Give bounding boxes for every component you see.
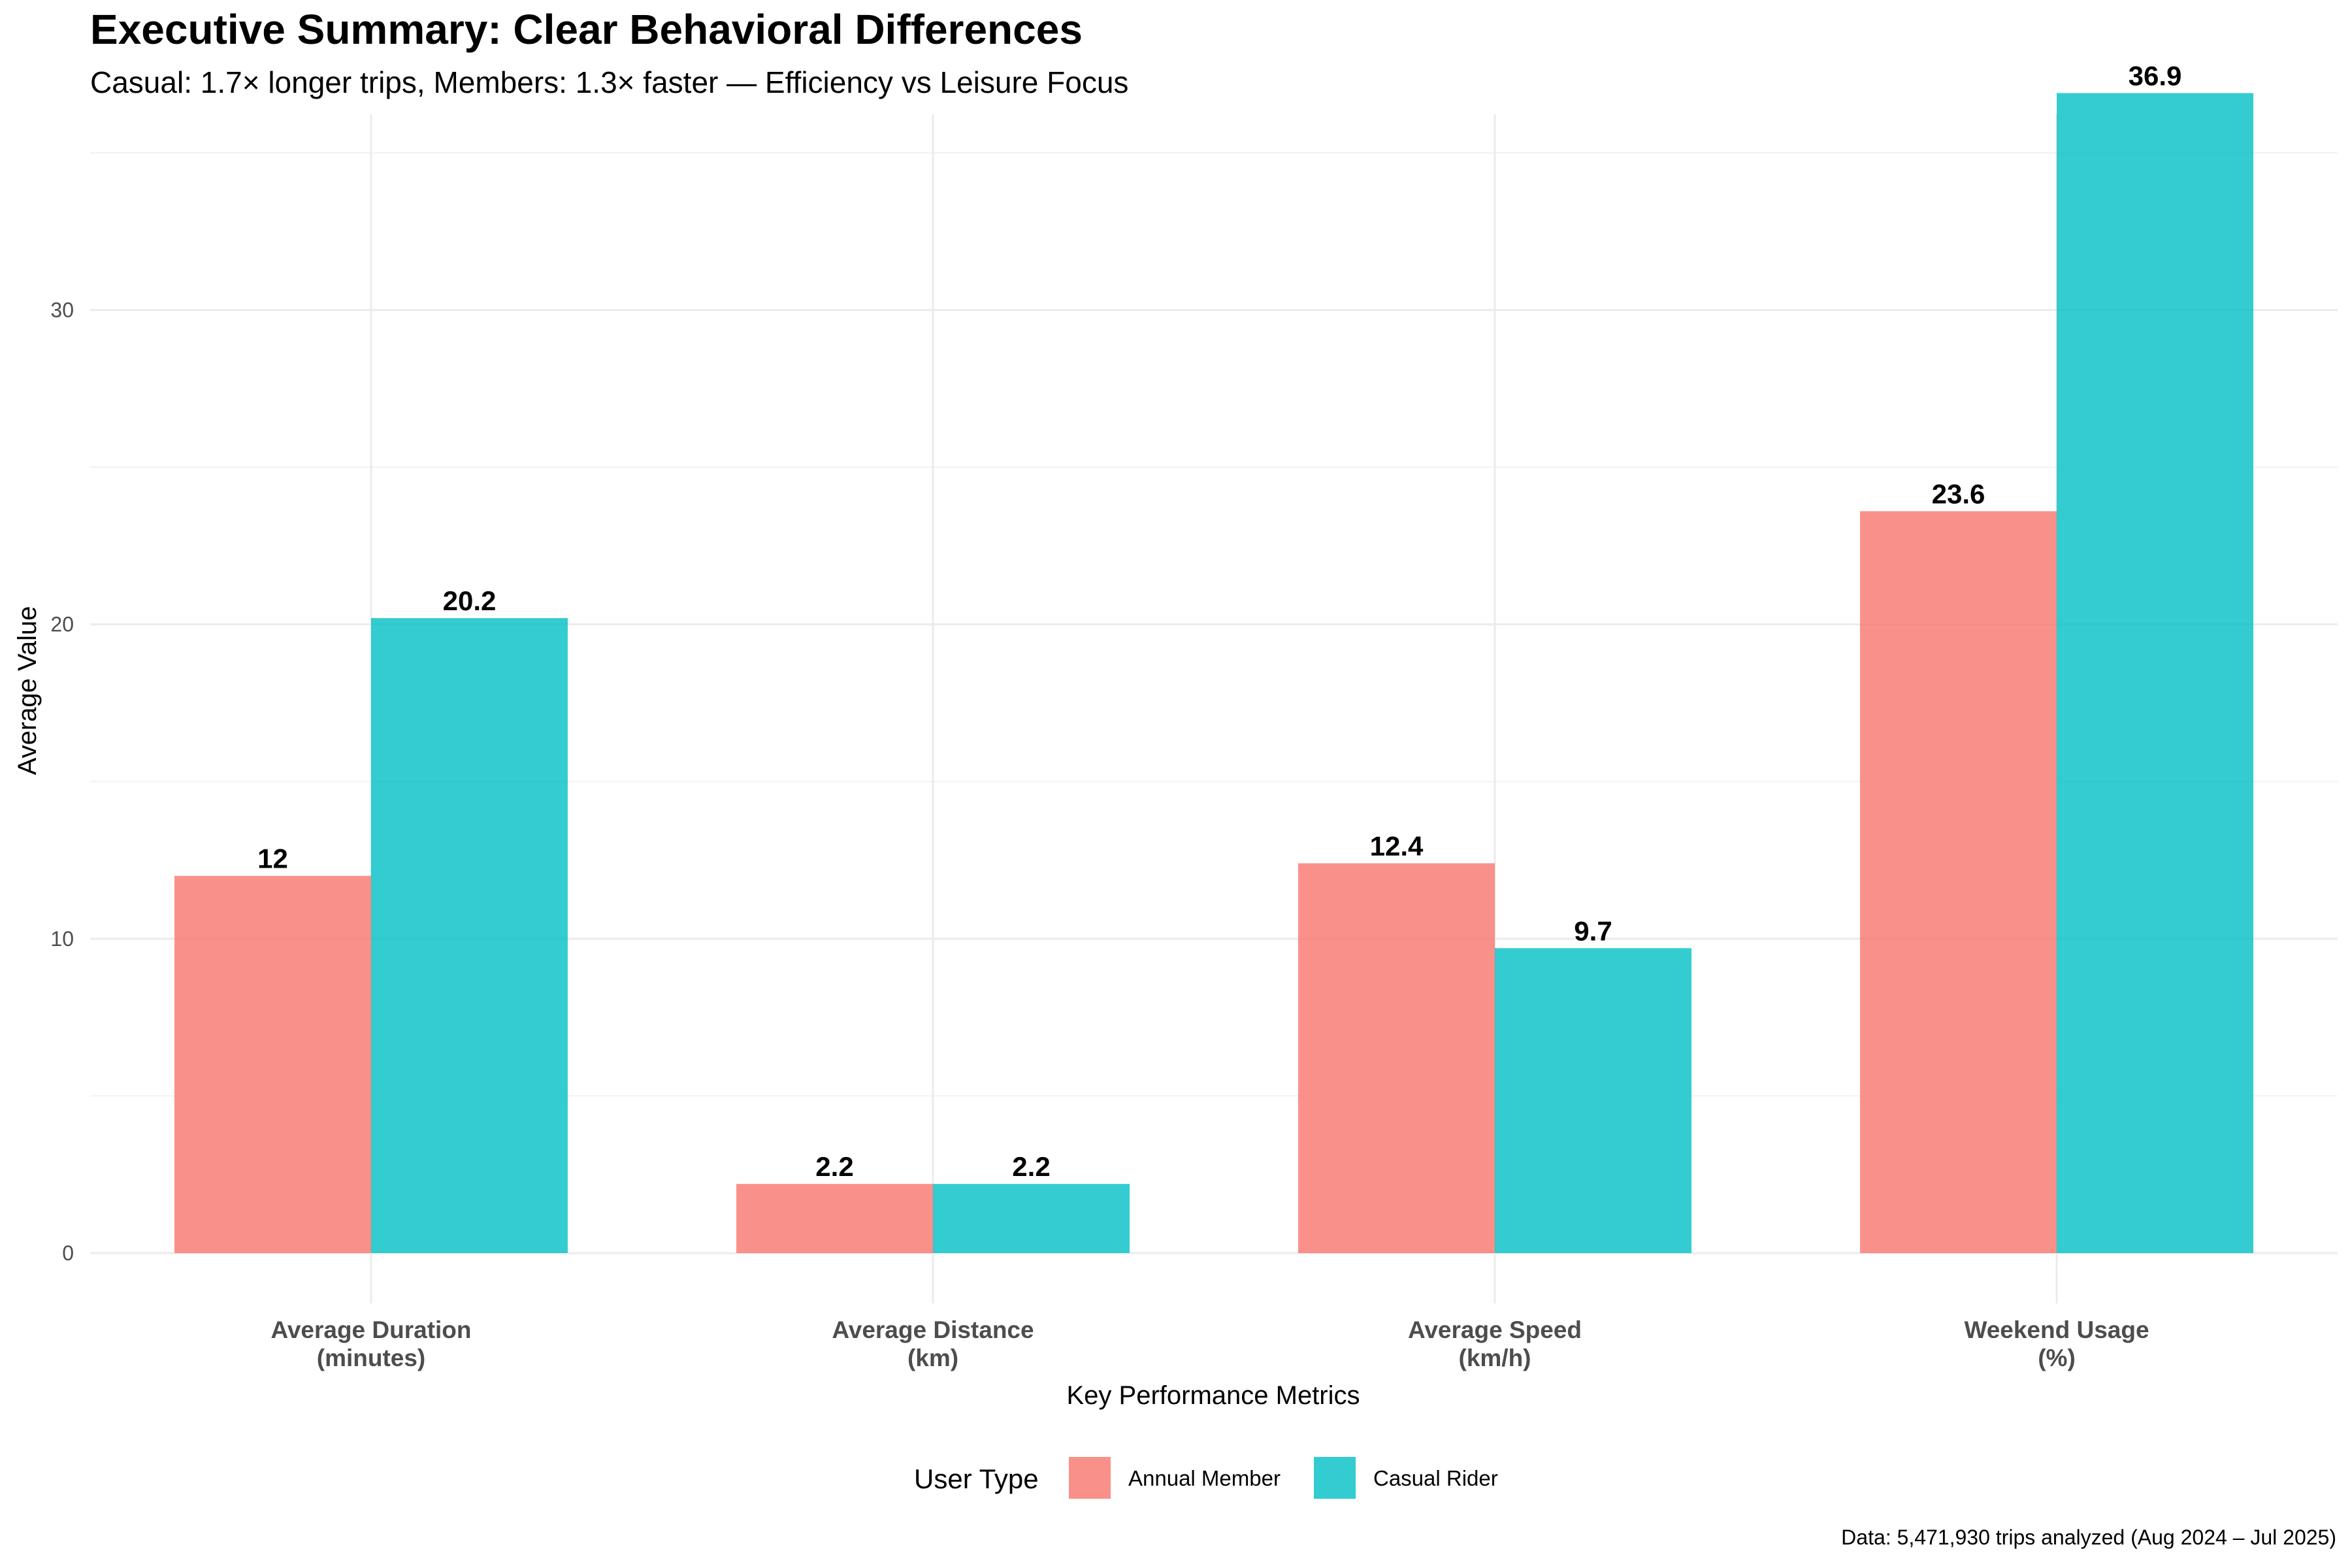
- y-tick-label: 10: [50, 927, 74, 951]
- x-category-line: Average Speed: [1408, 1316, 1582, 1343]
- bar-annual-member: [1298, 863, 1495, 1253]
- legend-label-annual-member: Annual Member: [1128, 1466, 1281, 1490]
- data-label: 12: [257, 843, 288, 874]
- x-category-line: Average Duration: [270, 1316, 471, 1343]
- legend-label-casual-rider: Casual Rider: [1373, 1466, 1498, 1490]
- bar-annual-member: [174, 875, 371, 1253]
- legend-swatch-annual-member: [1069, 1457, 1111, 1499]
- y-axis-title: Average Value: [13, 606, 42, 776]
- x-category-line: (km/h): [1459, 1345, 1531, 1371]
- y-tick-label: 0: [62, 1241, 74, 1265]
- x-category-label: Average Duration (minutes): [270, 1316, 471, 1371]
- data-label: 2.2: [1012, 1151, 1050, 1182]
- bar-casual-rider: [2057, 93, 2253, 1254]
- data-label: 36.9: [2129, 61, 2182, 91]
- data-label: 20.2: [443, 585, 497, 616]
- bar-casual-rider: [1495, 948, 1691, 1253]
- bars: [174, 93, 2253, 1254]
- bar-casual-rider: [933, 1184, 1130, 1253]
- bar-annual-member: [736, 1184, 933, 1253]
- x-category-label: Weekend Usage (%): [1964, 1316, 2149, 1371]
- data-label: 9.7: [1574, 915, 1612, 946]
- chart-title: Executive Summary: Clear Behavioral Diff…: [90, 6, 1083, 53]
- x-axis-title: Key Performance Metrics: [1066, 1381, 1360, 1410]
- data-label: 23.6: [1932, 478, 1985, 509]
- data-labels: 12 2.2 12.4 23.6 20.2 2.2 9.7 36.9: [257, 61, 2181, 1183]
- x-category-line: (km): [907, 1345, 958, 1371]
- legend-swatch-casual-rider: [1314, 1457, 1356, 1499]
- y-tick-label: 30: [50, 299, 74, 322]
- y-tick-label: 20: [50, 613, 74, 636]
- x-category-line: (%): [2038, 1345, 2076, 1371]
- bar-casual-rider: [371, 618, 568, 1253]
- legend-title: User Type: [914, 1463, 1039, 1494]
- x-category-line: (minutes): [317, 1345, 426, 1371]
- chart-subtitle: Casual: 1.7× longer trips, Members: 1.3×…: [90, 65, 1128, 99]
- x-category-label: Average Distance (km): [832, 1316, 1034, 1371]
- data-label: 2.2: [815, 1151, 853, 1182]
- x-category-line: Weekend Usage: [1964, 1316, 2149, 1343]
- x-category-label: Average Speed (km/h): [1408, 1316, 1582, 1371]
- chart-caption: Data: 5,471,930 trips analyzed (Aug 2024…: [1841, 1526, 2336, 1549]
- data-label: 12.4: [1370, 830, 1424, 861]
- legend: User Type Annual Member Casual Rider: [914, 1457, 1498, 1499]
- x-axis-categories: Average Duration (minutes) Average Distanc…: [270, 1316, 2149, 1371]
- x-category-line: Average Distance: [832, 1316, 1034, 1343]
- y-axis-ticks: 0 10 20 30: [50, 299, 74, 1265]
- bar-annual-member: [1860, 511, 2057, 1253]
